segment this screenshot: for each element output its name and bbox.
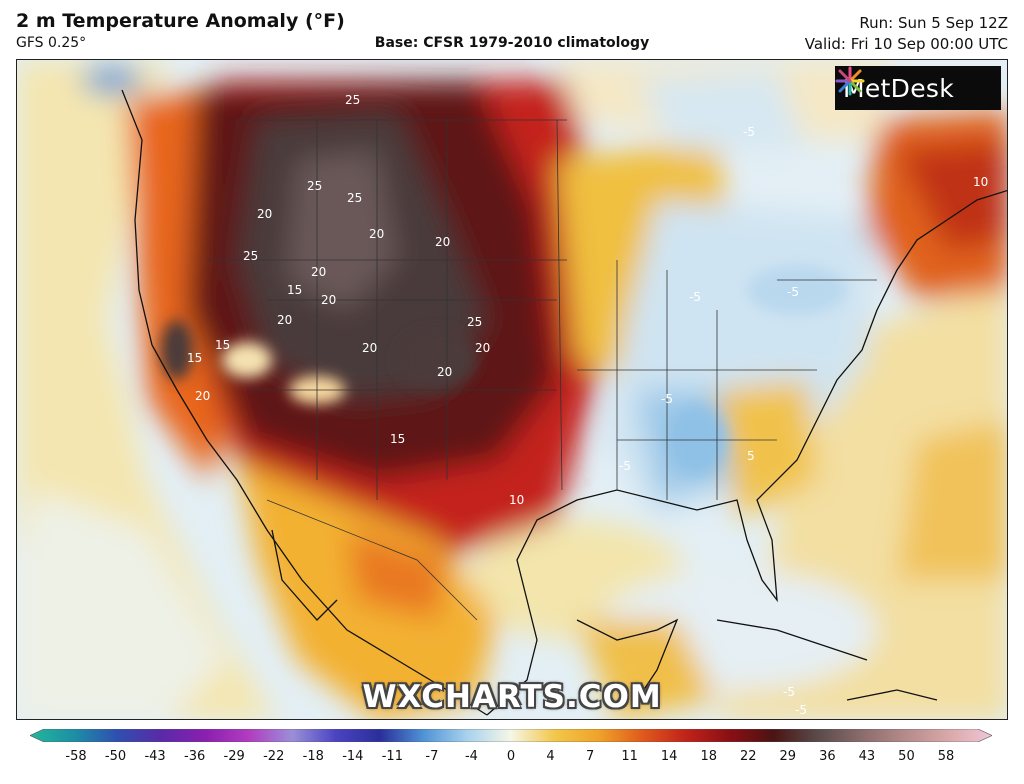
colorbar-tick-label: -43	[144, 749, 166, 764]
contour-label: 15	[187, 351, 202, 365]
contour-label: 20	[311, 265, 326, 279]
colorbar	[30, 729, 992, 742]
colorbar-gradient	[30, 729, 992, 742]
contour-label: 20	[257, 207, 272, 221]
colorbar-tick-label: 43	[858, 749, 876, 764]
contour-label: 25	[347, 191, 362, 205]
contour-label: 20	[362, 341, 377, 355]
state-borders	[207, 119, 877, 621]
colorbar-tick-label: 7	[585, 749, 595, 764]
contour-label: 20	[369, 227, 384, 241]
contour-label: -5	[661, 392, 673, 406]
contour-label: 20	[437, 365, 452, 379]
colorbar-tick-label: -7	[425, 749, 439, 764]
metdesk-starburst-icon	[835, 66, 865, 96]
chart-title: 2 m Temperature Anomaly (°F)	[16, 10, 345, 32]
colorbar-tick-label: -14	[342, 749, 364, 764]
contour-label: -5	[783, 685, 795, 699]
contour-label: 25	[467, 315, 482, 329]
contour-label: -5	[689, 290, 701, 304]
colorbar-tick-label: -36	[184, 749, 206, 764]
colorbar-tick-label: 50	[898, 749, 915, 764]
valid-time-label: Valid: Fri 10 Sep 00:00 UTC	[804, 35, 1008, 53]
contour-label: 5	[747, 449, 755, 463]
contour-label: 15	[215, 338, 230, 352]
run-time-label: Run: Sun 5 Sep 12Z	[859, 14, 1008, 32]
contour-label: -5	[619, 459, 631, 473]
coastlines	[121, 89, 1007, 716]
colorbar-tick-label: 14	[660, 749, 678, 764]
colorbar-tick-label: 11	[621, 749, 638, 764]
contour-label: 25	[345, 93, 360, 107]
colorbar-ticks: -58 -50 -43 -36 -29 -22 -18 -14 -11 -7 -4 0 4 7 11 14 18…	[30, 749, 992, 769]
contour-label: 15	[287, 283, 302, 297]
contour-label: 25	[307, 179, 322, 193]
colorbar-tick-label: 0	[506, 749, 516, 764]
anomaly-field	[17, 60, 1007, 719]
anomaly-map: 25 25 25 20 20 20 25 20 15 20 20 25 20 2…	[16, 59, 1008, 720]
contour-label: 20	[195, 389, 210, 403]
contour-label: 20	[475, 341, 490, 355]
climatology-base-label: Base: CFSR 1979-2010 climatology	[374, 35, 650, 51]
colorbar-tick-label: 36	[819, 749, 836, 764]
colorbar-tick-label: -18	[302, 749, 324, 764]
contour-label: -5	[787, 285, 799, 299]
colorbar-tick-label: -58	[65, 749, 87, 764]
contour-label: 15	[390, 432, 405, 446]
colorbar-tick-label: 4	[546, 749, 555, 764]
model-label: GFS 0.25°	[16, 35, 87, 51]
contour-label: 20	[277, 313, 292, 327]
map-canvas: 25 25 25 20 20 20 25 20 15 20 20 25 20 2…	[17, 60, 1007, 719]
contour-label: 10	[509, 493, 524, 507]
contour-label: 10	[973, 175, 988, 189]
contour-label: 20	[435, 235, 450, 249]
contour-label: 20	[321, 293, 336, 307]
anomaly-detail	[161, 265, 847, 475]
contour-label: -5	[743, 125, 755, 139]
contour-label: -5	[795, 703, 807, 717]
wxcharts-watermark: WXCHARTS.COM	[362, 679, 662, 715]
colorbar-tick-label: 18	[700, 749, 717, 764]
colorbar-tick-label: -4	[464, 749, 478, 764]
colorbar-tick-label: 58	[937, 749, 955, 764]
colorbar-tick-label: -50	[104, 749, 127, 764]
metdesk-logo: MetDesk	[835, 66, 1001, 110]
colorbar-tick-label: 29	[779, 749, 797, 764]
colorbar-tick-label: -11	[381, 749, 403, 764]
colorbar-tick-label: -29	[223, 749, 245, 764]
metdesk-logo-text: MetDesk	[843, 73, 954, 103]
colorbar-tick-label: 22	[739, 749, 757, 764]
colorbar-tick-label: -22	[263, 749, 285, 764]
contour-label: 25	[243, 249, 258, 263]
contour-labels: 25 25 25 20 20 20 25 20 15 20 20 25 20 2…	[187, 93, 988, 717]
